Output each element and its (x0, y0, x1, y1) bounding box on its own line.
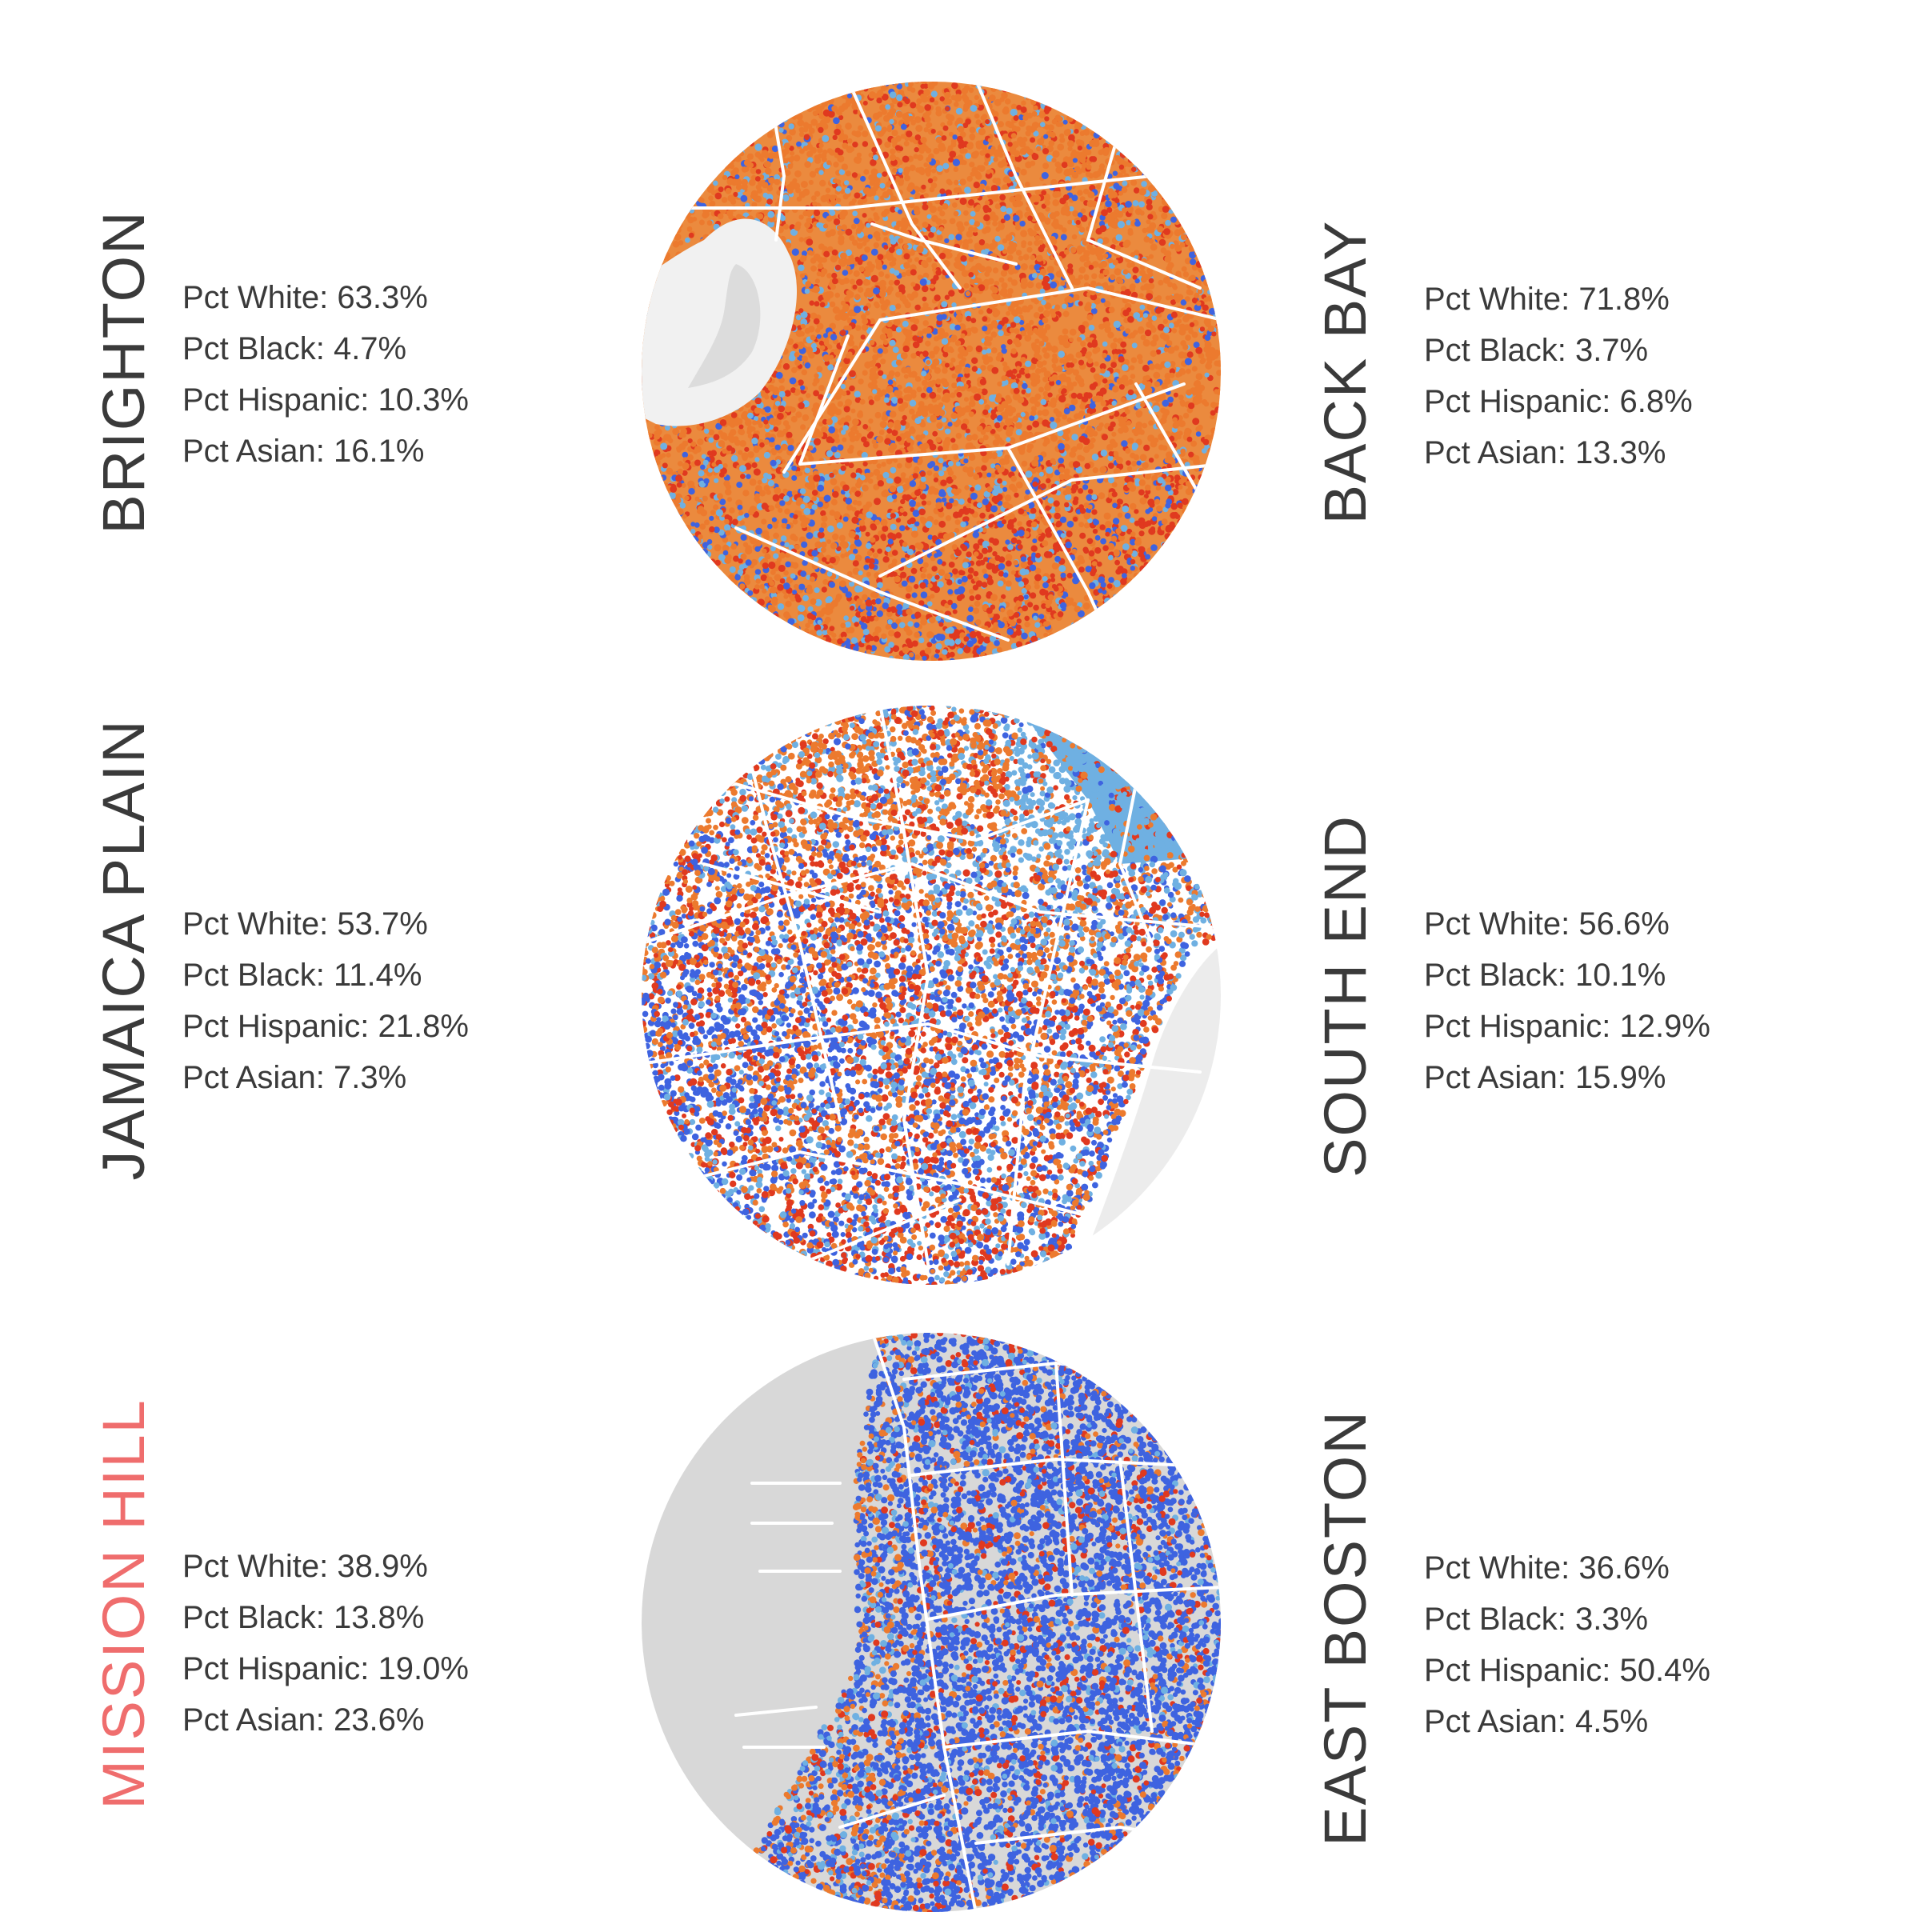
stat-hispanic: Pct Hispanic: 12.9% (1424, 1001, 1872, 1052)
stat-black: Pct Black: 4.7% (182, 323, 630, 374)
stat-hispanic: Pct Hispanic: 21.8% (182, 1001, 630, 1052)
stat-black: Pct Black: 3.3% (1424, 1594, 1872, 1645)
stat-asian: Pct Asian: 13.3% (1424, 427, 1872, 478)
stat-white: Pct White: 36.6% (1424, 1542, 1872, 1594)
neighborhood-label-right: EAST BOSTON (1310, 1324, 1382, 1932)
panel-brighton-backbay: BRIGHTON Pct White: 63.3% Pct Black: 4.7… (0, 0, 1924, 624)
neighborhood-label-right: BACK BAY (1310, 68, 1382, 676)
stats-right: Pct White: 36.6% Pct Black: 3.3% Pct His… (1424, 1542, 1872, 1747)
stat-white: Pct White: 56.6% (1424, 898, 1872, 950)
stat-white: Pct White: 71.8% (1424, 274, 1872, 325)
stat-black: Pct Black: 11.4% (182, 950, 630, 1001)
stats-right: Pct White: 56.6% Pct Black: 10.1% Pct Hi… (1424, 898, 1872, 1103)
stat-asian: Pct Asian: 4.5% (1424, 1696, 1872, 1747)
map-svg (640, 704, 1222, 1286)
panel-jamaicaplain-southend: JAMAICA PLAIN Pct White: 53.7% Pct Black… (0, 624, 1924, 1248)
stat-asian: Pct Asian: 23.6% (182, 1694, 630, 1746)
stats-left: Pct White: 38.9% Pct Black: 13.8% Pct Hi… (182, 1541, 630, 1746)
dot-density-map (640, 704, 1222, 1286)
stat-white: Pct White: 53.7% (182, 898, 630, 950)
map-svg (640, 80, 1222, 662)
stat-hispanic: Pct Hispanic: 6.8% (1424, 376, 1872, 427)
stat-hispanic: Pct Hispanic: 19.0% (182, 1643, 630, 1694)
stat-hispanic: Pct Hispanic: 10.3% (182, 374, 630, 426)
stat-black: Pct Black: 13.8% (182, 1592, 630, 1643)
stat-asian: Pct Asian: 16.1% (182, 426, 630, 477)
stat-black: Pct Black: 3.7% (1424, 325, 1872, 376)
stat-hispanic: Pct Hispanic: 50.4% (1424, 1645, 1872, 1696)
stat-white: Pct White: 38.9% (182, 1541, 630, 1592)
dot-density-map (640, 1331, 1222, 1914)
neighborhood-label-right: SOUTH END (1310, 692, 1382, 1300)
stats-left: Pct White: 53.7% Pct Black: 11.4% Pct Hi… (182, 898, 630, 1103)
stat-asian: Pct Asian: 15.9% (1424, 1052, 1872, 1103)
panel-missionhill-eastboston: MISSION HILL Pct White: 38.9% Pct Black:… (0, 1248, 1924, 1872)
neighborhood-label-left: BRIGHTON (88, 68, 160, 676)
stat-white: Pct White: 63.3% (182, 272, 630, 323)
neighborhood-label-left: MISSION HILL (88, 1300, 160, 1908)
neighborhood-label-left: JAMAICA PLAIN (88, 646, 160, 1254)
dot-density-map (640, 80, 1222, 662)
stats-left: Pct White: 63.3% Pct Black: 4.7% Pct His… (182, 272, 630, 477)
stats-right: Pct White: 71.8% Pct Black: 3.7% Pct His… (1424, 274, 1872, 478)
map-svg (640, 1331, 1222, 1914)
stat-black: Pct Black: 10.1% (1424, 950, 1872, 1001)
stat-asian: Pct Asian: 7.3% (182, 1052, 630, 1103)
